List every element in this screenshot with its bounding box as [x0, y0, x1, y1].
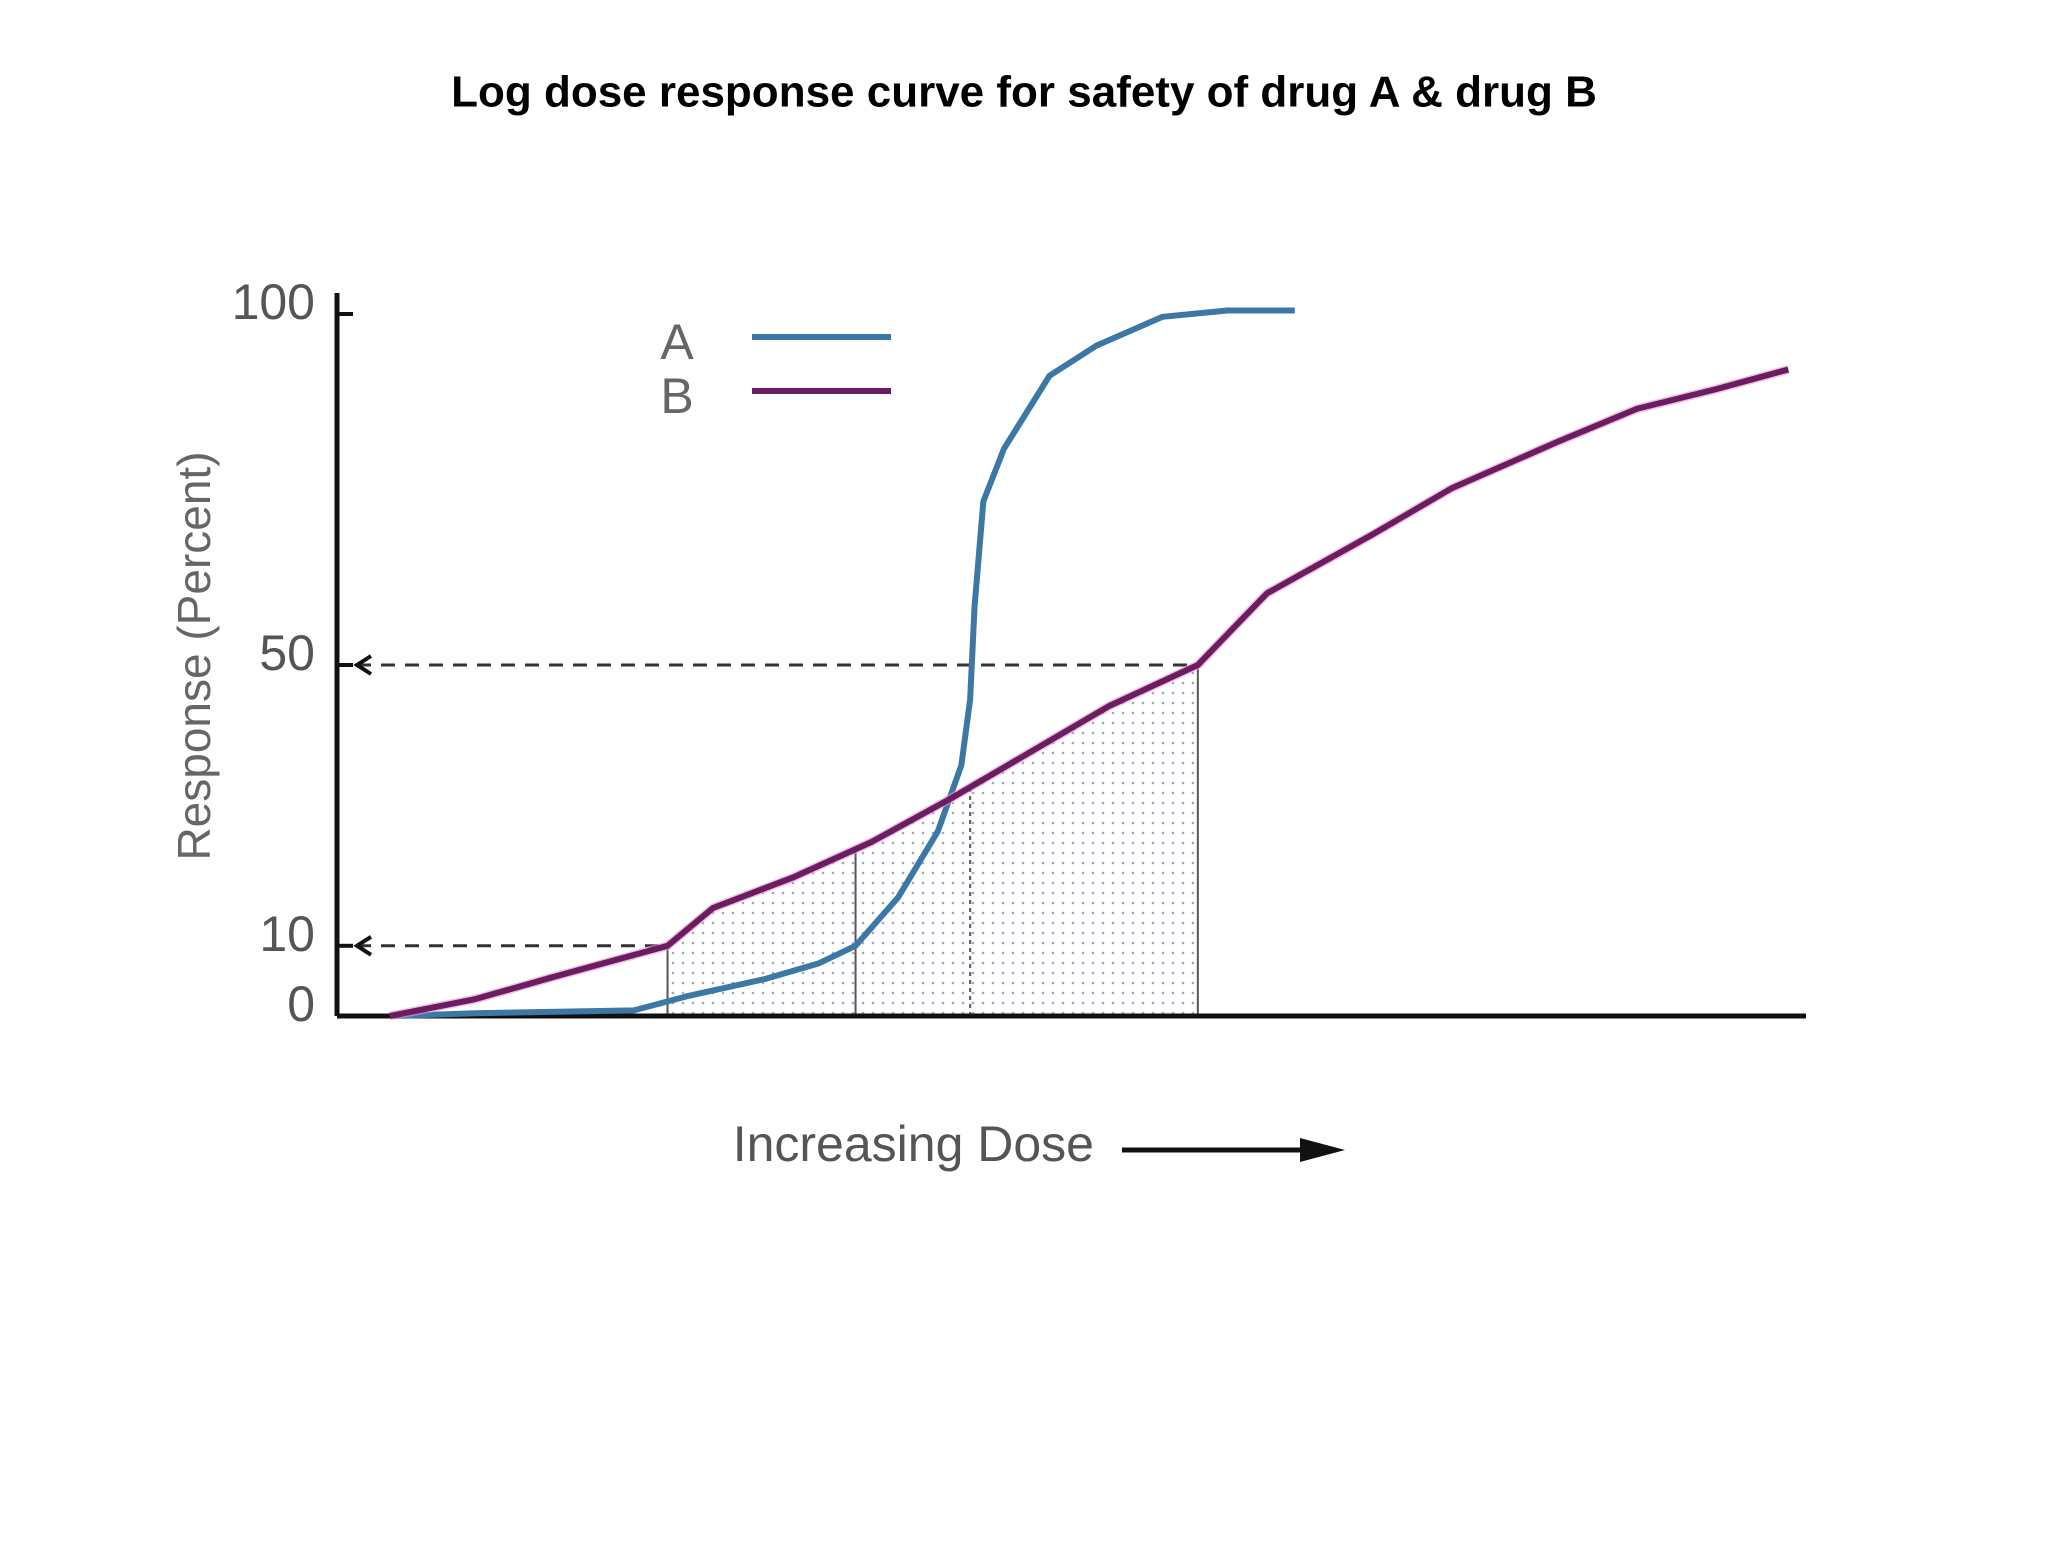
- hline-arrow: [353, 935, 373, 957]
- legend-label: B: [660, 368, 693, 424]
- chart-title: Log dose response curve for safety of dr…: [451, 68, 1597, 117]
- x-arrow: [1122, 1138, 1345, 1162]
- x-axis-label: Increasing Dose: [733, 1116, 1094, 1172]
- hline-arrow: [353, 654, 373, 676]
- line: [389, 366, 1790, 1019]
- line: [395, 307, 1295, 1019]
- legend-label: A: [660, 314, 694, 370]
- y-tick-label: 50: [259, 625, 315, 681]
- y-axis-label: Response (Percent): [168, 451, 220, 860]
- y-tick-label: 100: [232, 274, 315, 330]
- y-tick-label: 0: [287, 976, 315, 1032]
- y-tick-label: 10: [259, 906, 315, 962]
